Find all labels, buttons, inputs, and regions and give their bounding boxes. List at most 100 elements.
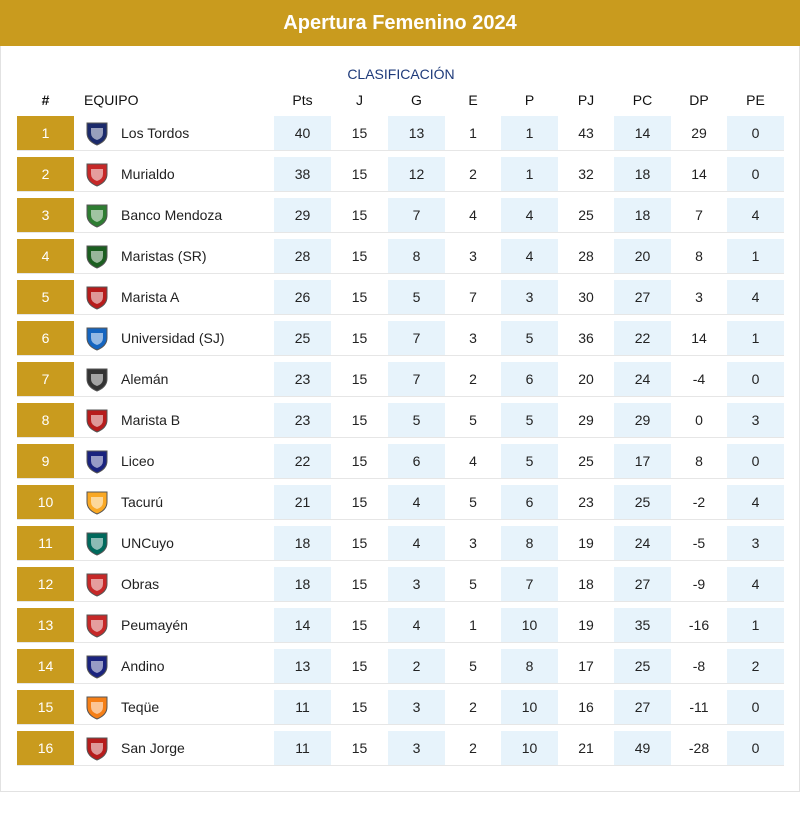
cell-e: 4	[469, 207, 477, 223]
cell-pc: 27	[614, 690, 671, 724]
team-name: Marista A	[121, 289, 180, 305]
peumayen-crest-icon	[84, 612, 110, 638]
cell-g: 4	[388, 485, 445, 519]
cell-dp: 0	[695, 412, 703, 428]
table-subtitle: CLASIFICACIÓN	[347, 66, 455, 82]
cell-pts: 14	[274, 608, 331, 642]
cell-pts: 13	[274, 649, 331, 683]
cell-pe: 4	[727, 280, 784, 314]
cell-j: 15	[351, 658, 368, 674]
cell-dp: -4	[692, 371, 706, 387]
team-name: Banco Mendoza	[121, 207, 223, 223]
cell-pe: 1	[727, 239, 784, 273]
cell-j: 15	[351, 494, 368, 510]
cell-g: 7	[388, 198, 445, 232]
cell-pe: 4	[727, 198, 784, 232]
cell-j: 15	[351, 289, 368, 305]
team-name: Universidad (SJ)	[121, 330, 225, 346]
cell-pe: 3	[727, 403, 784, 437]
header-p: P	[524, 92, 535, 108]
cell-pc: 27	[614, 280, 671, 314]
uncuyo-crest-icon	[84, 530, 110, 556]
cell-pc: 25	[614, 485, 671, 519]
row-position: 5	[17, 280, 74, 314]
cell-j: 15	[351, 617, 368, 633]
cell-pe: 0	[727, 157, 784, 191]
row-team: Universidad (SJ)	[74, 321, 274, 355]
cell-g: 2	[388, 649, 445, 683]
table-row: 11 UNCuyo 18 15 4 3 8 19 24 -5 3	[17, 526, 784, 561]
header-j: J	[356, 92, 363, 108]
row-position: 14	[17, 649, 74, 683]
table-row: 15 Teqüe 11 15 3 2 10 16 27 -11 0	[17, 690, 784, 725]
cell-e: 2	[469, 740, 477, 756]
liceo-crest-icon	[84, 448, 110, 474]
table-row: 9 Liceo 22 15 6 4 5 25 17 8 0	[17, 444, 784, 479]
cell-e: 1	[469, 125, 477, 141]
cell-g: 3	[388, 731, 445, 765]
table-row: 5 Marista A 26 15 5 7 3 30 27 3 4	[17, 280, 784, 315]
cell-pj: 30	[578, 289, 594, 305]
cell-pj: 25	[578, 207, 594, 223]
cell-e: 5	[469, 576, 477, 592]
cell-pc: 18	[614, 198, 671, 232]
header-e: E	[468, 92, 478, 108]
row-team: Maristas (SR)	[74, 239, 274, 273]
cell-p: 8	[501, 526, 558, 560]
cell-pj: 17	[578, 658, 594, 674]
cell-e: 4	[469, 453, 477, 469]
table-row: 13 Peumayén 14 15 4 1 10 19 35 -16 1	[17, 608, 784, 643]
row-position: 12	[17, 567, 74, 601]
cell-dp: 8	[695, 248, 703, 264]
cell-dp: 3	[695, 289, 703, 305]
team-name: Marista B	[121, 412, 181, 428]
table-row: 12 Obras 18 15 3 5 7 18 27 -9 4	[17, 567, 784, 602]
header-pe: PE	[746, 92, 765, 108]
row-position: 13	[17, 608, 74, 642]
team-name: Los Tordos	[121, 125, 190, 141]
cell-j: 15	[351, 453, 368, 469]
cell-dp: -8	[692, 658, 706, 674]
cell-dp: -28	[688, 740, 710, 756]
table-row: 7 Alemán 23 15 7 2 6 20 24 -4 0	[17, 362, 784, 397]
cell-e: 3	[469, 535, 477, 551]
cell-pc: 24	[614, 526, 671, 560]
cell-j: 15	[351, 576, 368, 592]
cell-pe: 0	[727, 116, 784, 150]
cell-pts: 18	[274, 567, 331, 601]
cell-pts: 23	[274, 403, 331, 437]
cell-pc: 22	[614, 321, 671, 355]
team-name: Maristas (SR)	[121, 248, 207, 264]
row-position: 3	[17, 198, 74, 232]
cell-g: 7	[388, 362, 445, 396]
cell-e: 3	[469, 330, 477, 346]
cell-j: 15	[351, 740, 368, 756]
cell-p: 7	[501, 567, 558, 601]
cell-e: 3	[469, 248, 477, 264]
row-position: 1	[17, 116, 74, 150]
cell-pj: 19	[578, 617, 594, 633]
universidad-sj-crest-icon	[84, 325, 110, 351]
header-pc: PC	[632, 92, 653, 108]
cell-pc: 35	[614, 608, 671, 642]
cell-g: 3	[388, 690, 445, 724]
cell-g: 4	[388, 608, 445, 642]
cell-j: 15	[351, 166, 368, 182]
row-team: Obras	[74, 567, 274, 601]
cell-p: 4	[501, 198, 558, 232]
cell-pts: 23	[274, 362, 331, 396]
cell-e: 2	[469, 371, 477, 387]
cell-j: 15	[351, 207, 368, 223]
table-row: 4 Maristas (SR) 28 15 8 3 4 28 20 8 1	[17, 239, 784, 274]
cell-j: 15	[351, 125, 368, 141]
table-row: 14 Andino 13 15 2 5 8 17 25 -8 2	[17, 649, 784, 684]
row-position: 8	[17, 403, 74, 437]
cell-pe: 0	[727, 731, 784, 765]
cell-pe: 0	[727, 690, 784, 724]
teque-crest-icon	[84, 694, 110, 720]
row-team: Marista B	[74, 403, 274, 437]
cell-p: 10	[501, 690, 558, 724]
row-team: Teqüe	[74, 690, 274, 724]
team-name: Tacurú	[121, 494, 164, 510]
standings-panel: CLASIFICACIÓN # EQUIPO Pts J G E P PJ PC…	[0, 46, 800, 792]
